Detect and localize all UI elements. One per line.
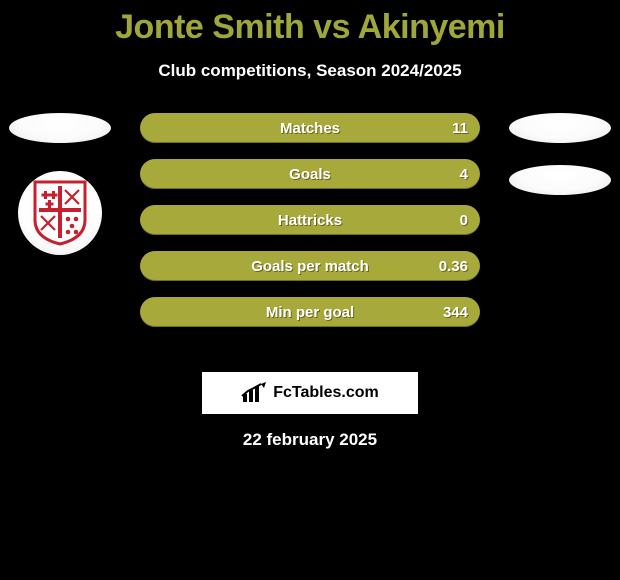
page-title: Jonte Smith vs Akinyemi — [0, 0, 620, 47]
stat-label: Goals per match — [251, 258, 369, 275]
stat-value: 0 — [460, 212, 468, 229]
stat-bar: Hattricks 0 — [140, 205, 480, 235]
player-oval-right-2 — [509, 165, 611, 195]
right-column — [500, 113, 620, 195]
stat-bar: Min per goal 344 — [140, 297, 480, 327]
stat-value: 344 — [443, 304, 468, 321]
subtitle: Club competitions, Season 2024/2025 — [0, 61, 620, 81]
left-column — [0, 113, 120, 255]
stat-value: 4 — [460, 166, 468, 183]
stat-label: Min per goal — [266, 304, 354, 321]
stat-value: 11 — [452, 120, 468, 137]
stat-label: Hattricks — [278, 212, 342, 229]
player-oval-left — [9, 113, 111, 143]
stat-bar: Matches 11 — [140, 113, 480, 143]
stat-bar: Goals 4 — [140, 159, 480, 189]
stats-stage: Matches 11 Goals 4 Hattricks 0 Goals per match… — [0, 113, 620, 348]
stat-label: Matches — [280, 120, 340, 137]
brand-badge: FcTables.com — [202, 372, 418, 414]
stat-label: Goals — [289, 166, 331, 183]
club-crest — [18, 171, 102, 255]
stat-bars: Matches 11 Goals 4 Hattricks 0 Goals per match… — [140, 113, 480, 327]
player-oval-right-1 — [509, 113, 611, 143]
date-label: 22 february 2025 — [0, 430, 620, 450]
brand-text: FcTables.com — [273, 384, 379, 402]
stat-value: 0.36 — [439, 258, 468, 275]
bar-chart-icon — [241, 382, 267, 404]
stat-bar: Goals per match 0.36 — [140, 251, 480, 281]
shield-icon — [31, 180, 89, 246]
